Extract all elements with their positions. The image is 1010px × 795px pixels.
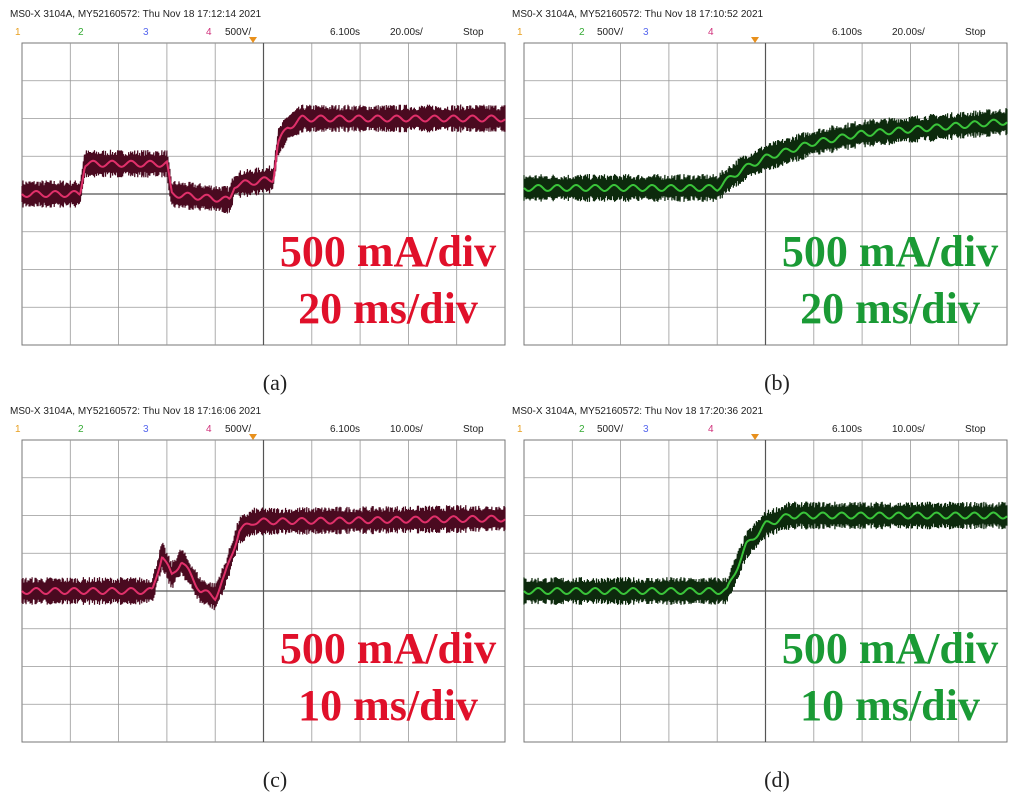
overlay-timebase: 10 ms/div — [800, 681, 980, 730]
channel-label: 4 — [708, 27, 714, 38]
channel-label: 1 — [15, 424, 21, 435]
trigger-marker — [249, 434, 257, 440]
time-offset: 6.100s — [330, 424, 360, 435]
channel-label: 3 — [143, 424, 149, 435]
timebase: 10.00s/ — [892, 424, 925, 435]
channel-label: 4 — [206, 27, 212, 38]
caption: (b) — [764, 370, 790, 395]
time-offset: 6.100s — [330, 27, 360, 38]
overlay-timebase: 20 ms/div — [800, 284, 980, 333]
figure: MS0-X 3104A, MY52160572: Thu Nov 18 17:1… — [0, 0, 1010, 795]
channel-label: 3 — [643, 27, 649, 38]
channel-label: 4 — [206, 424, 212, 435]
channel-label: 2 — [579, 27, 585, 38]
trigger-marker — [249, 37, 257, 43]
channel-label: 1 — [517, 424, 523, 435]
channel-label: 1 — [15, 27, 21, 38]
vertical-scale: 500V/ — [225, 424, 251, 435]
caption: (d) — [764, 767, 790, 792]
time-offset: 6.100s — [832, 27, 862, 38]
vertical-scale: 500V/ — [597, 27, 623, 38]
trigger-marker — [751, 37, 759, 43]
channel-label: 4 — [708, 424, 714, 435]
timebase: 10.00s/ — [390, 424, 423, 435]
overlay-scale: 500 mA/div — [280, 227, 496, 276]
scope-header: MS0-X 3104A, MY52160572: Thu Nov 18 17:1… — [10, 406, 262, 417]
channel-label: 2 — [78, 424, 84, 435]
overlay-scale: 500 mA/div — [782, 624, 998, 673]
overlay-timebase: 20 ms/div — [298, 284, 478, 333]
channel-label: 3 — [143, 27, 149, 38]
vertical-scale: 500V/ — [225, 27, 251, 38]
caption: (a) — [263, 370, 287, 395]
scope-header: MS0-X 3104A, MY52160572: Thu Nov 18 17:2… — [512, 406, 764, 417]
channel-label: 1 — [517, 27, 523, 38]
channel-label: 2 — [579, 424, 585, 435]
run-status: Stop — [463, 27, 484, 38]
channel-label: 3 — [643, 424, 649, 435]
vertical-scale: 500V/ — [597, 424, 623, 435]
scope-header: MS0-X 3104A, MY52160572: Thu Nov 18 17:1… — [512, 9, 764, 20]
caption: (c) — [263, 767, 287, 792]
timebase: 20.00s/ — [892, 27, 925, 38]
timebase: 20.00s/ — [390, 27, 423, 38]
run-status: Stop — [463, 424, 484, 435]
overlay-scale: 500 mA/div — [782, 227, 998, 276]
overlay-timebase: 10 ms/div — [298, 681, 478, 730]
run-status: Stop — [965, 27, 986, 38]
time-offset: 6.100s — [832, 424, 862, 435]
run-status: Stop — [965, 424, 986, 435]
overlay-scale: 500 mA/div — [280, 624, 496, 673]
trigger-marker — [751, 434, 759, 440]
scope-header: MS0-X 3104A, MY52160572: Thu Nov 18 17:1… — [10, 9, 262, 20]
channel-label: 2 — [78, 27, 84, 38]
